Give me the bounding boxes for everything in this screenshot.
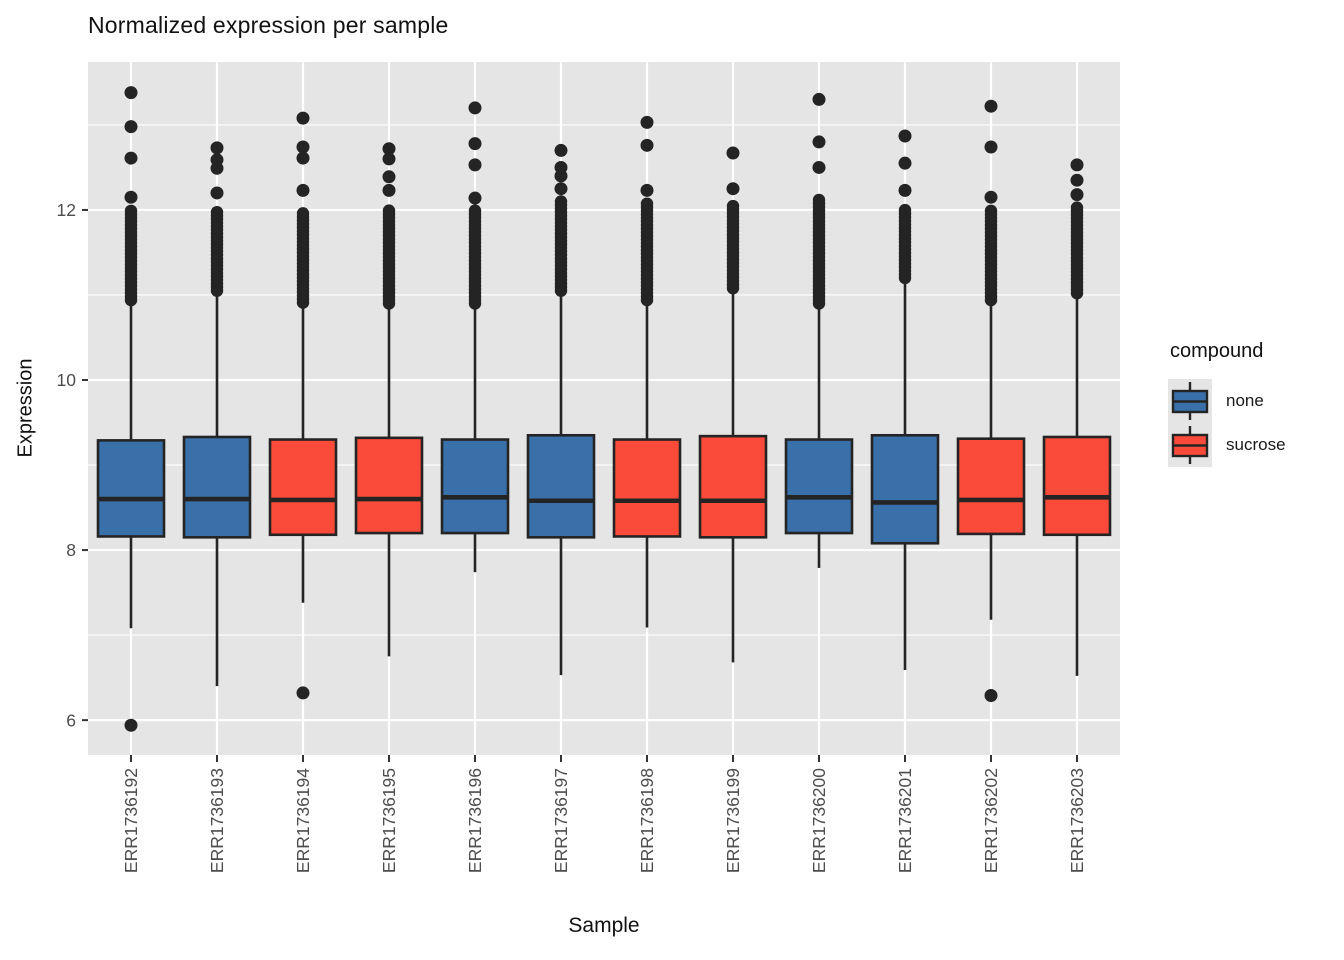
box bbox=[354, 436, 424, 535]
outlier-point bbox=[210, 153, 224, 167]
outlier-point bbox=[382, 142, 396, 156]
outlier-point bbox=[210, 141, 224, 155]
legend-title: compound bbox=[1170, 340, 1264, 362]
x-tick-label: ERR1736202 bbox=[981, 768, 1001, 873]
box bbox=[268, 438, 338, 537]
outlier-point bbox=[812, 92, 826, 106]
x-tick-label: ERR1736193 bbox=[207, 768, 227, 873]
x-tick-label: ERR1736200 bbox=[809, 768, 829, 873]
outlier-point bbox=[296, 140, 310, 154]
chart-title: Normalized expression per sample bbox=[88, 12, 449, 38]
outlier-point bbox=[1070, 188, 1084, 202]
outlier-point bbox=[1070, 158, 1084, 172]
x-tick-label: ERR1736203 bbox=[1067, 768, 1087, 873]
legend-entry-sucrose: sucrose bbox=[1168, 423, 1286, 467]
outlier-point bbox=[124, 151, 138, 165]
boxplot-key-icon bbox=[1168, 379, 1212, 423]
box bbox=[96, 439, 166, 538]
box bbox=[612, 438, 682, 538]
outlier-point bbox=[898, 156, 912, 170]
y-tick-label: 6 bbox=[66, 710, 76, 730]
outlier-point bbox=[640, 138, 654, 152]
y-tick-label: 8 bbox=[66, 540, 76, 560]
box bbox=[440, 438, 510, 535]
outlier-point bbox=[468, 137, 482, 151]
x-tick-label: ERR1736195 bbox=[379, 768, 399, 873]
outlier-point bbox=[984, 140, 998, 154]
box bbox=[526, 433, 596, 539]
x-tick-label: ERR1736192 bbox=[121, 768, 141, 873]
legend-label-none: none bbox=[1226, 391, 1264, 410]
boxplot-ERR1736192 bbox=[96, 86, 166, 732]
box bbox=[1042, 435, 1112, 537]
x-tick-label: ERR1736194 bbox=[293, 768, 313, 873]
outlier-point bbox=[210, 186, 224, 200]
outlier-point bbox=[898, 129, 912, 143]
outlier-point bbox=[812, 135, 826, 149]
outlier-point bbox=[554, 160, 568, 174]
x-tick-label: ERR1736201 bbox=[895, 768, 915, 873]
boxplot-key-icon bbox=[1168, 423, 1212, 467]
outlier-point bbox=[382, 152, 396, 166]
box bbox=[182, 435, 252, 539]
outlier-point bbox=[124, 718, 138, 732]
box bbox=[870, 433, 940, 545]
outlier-point bbox=[124, 190, 138, 204]
y-tick-label: 10 bbox=[57, 370, 77, 390]
y-axis-title: Expression bbox=[14, 358, 37, 458]
outlier-point bbox=[554, 182, 568, 196]
y-tick-label: 12 bbox=[57, 200, 76, 220]
outlier-point bbox=[984, 688, 998, 702]
x-tick-label: ERR1736196 bbox=[465, 768, 485, 873]
boxplot-ERR1736203 bbox=[1042, 158, 1112, 676]
boxplot-ERR1736195 bbox=[354, 142, 424, 657]
box bbox=[698, 434, 768, 539]
outlier-point bbox=[124, 120, 138, 134]
outlier-point bbox=[382, 170, 396, 184]
boxplot-ERR1736196 bbox=[440, 101, 510, 573]
outlier-point bbox=[296, 183, 310, 197]
outlier-point bbox=[468, 191, 482, 205]
outlier-point bbox=[296, 111, 310, 125]
plot-panel bbox=[88, 62, 1120, 755]
boxplot-ERR1736202 bbox=[956, 99, 1026, 702]
y-axis: 6 8 10 12 bbox=[57, 200, 88, 730]
outlier-point bbox=[382, 183, 396, 197]
outlier-point bbox=[296, 686, 310, 700]
boxplot-ERR1736199 bbox=[698, 146, 768, 663]
legend-entry-none: none bbox=[1168, 379, 1286, 423]
outlier-point bbox=[468, 101, 482, 115]
x-tick-label: ERR1736197 bbox=[551, 768, 571, 873]
outlier-point bbox=[1070, 173, 1084, 187]
outlier-point bbox=[296, 151, 310, 165]
outlier-point bbox=[124, 86, 138, 100]
x-tick-label: ERR1736199 bbox=[723, 768, 743, 873]
outlier-point bbox=[554, 143, 568, 157]
outlier-point bbox=[640, 115, 654, 129]
outlier-point bbox=[812, 160, 826, 174]
box bbox=[784, 438, 854, 535]
legend: compound none sucrose bbox=[1168, 340, 1286, 467]
outlier-point bbox=[468, 158, 482, 172]
legend-label-sucrose: sucrose bbox=[1226, 435, 1286, 454]
boxplot-ERR1736201 bbox=[870, 129, 940, 670]
outlier-point bbox=[984, 99, 998, 113]
outlier-point bbox=[898, 183, 912, 197]
outlier-point bbox=[640, 183, 654, 197]
x-tick-label: ERR1736198 bbox=[637, 768, 657, 873]
outlier-point bbox=[726, 146, 740, 160]
boxplot-ERR1736197 bbox=[526, 143, 596, 676]
boxplot-ERR1736198 bbox=[612, 115, 682, 628]
x-axis: ERR1736192 ERR1736193 ERR1736194 ERR1736195… bbox=[121, 755, 1087, 873]
outlier-point bbox=[984, 190, 998, 204]
boxplot-ERR1736194 bbox=[268, 111, 338, 700]
boxplot-ERR1736193 bbox=[182, 141, 252, 687]
boxplot-ERR1736200 bbox=[784, 92, 854, 568]
outlier-point bbox=[726, 182, 740, 196]
box bbox=[956, 437, 1026, 536]
x-axis-title: Sample bbox=[568, 914, 640, 937]
